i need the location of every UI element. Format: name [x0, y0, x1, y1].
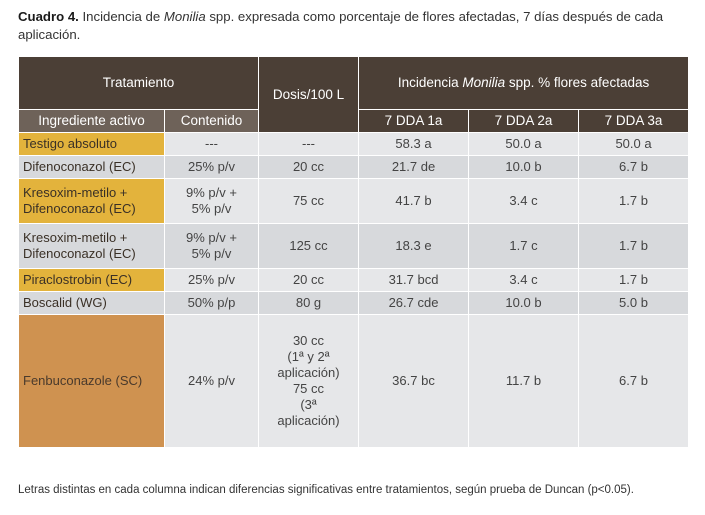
cell-dda1: 26.7 cde: [358, 291, 469, 315]
cell-contenido: 9% p/v +5% p/v: [164, 178, 259, 224]
table-row: Difenoconazol (EC) 25% p/v 20 cc 21.7 de…: [18, 155, 690, 179]
cell-ingrediente: Boscalid (WG): [18, 291, 165, 315]
header-dda2: 7 DDA 2a: [468, 109, 579, 133]
header-incidencia-italic: Monilia: [462, 75, 506, 90]
header-ingrediente: Ingrediente activo: [18, 109, 165, 133]
cell-dosis: 20 cc: [258, 155, 359, 179]
cell-dda1: 58.3 a: [358, 132, 469, 156]
cell-dda1: 36.7 bc: [358, 314, 469, 448]
cell-contenido: 50% p/p: [164, 291, 259, 315]
cell-dda3: 5.0 b: [577, 291, 690, 315]
caption-label: Cuadro 4.: [18, 9, 79, 24]
cell-contenido-line1: 9% p/v +: [186, 230, 237, 245]
cell-dda1: 21.7 de: [358, 155, 469, 179]
cell-ingrediente: Fenbuconazole (SC): [18, 314, 165, 448]
header-incidencia: Incidencia Monilia spp. % flores afectad…: [357, 56, 690, 110]
cell-dda1: 18.3 e: [358, 223, 469, 269]
header-tratamiento: Tratamiento: [18, 56, 259, 110]
table-row: Testigo absoluto --- --- 58.3 a 50.0 a 5…: [18, 132, 690, 156]
cell-dosis-line: (3ª: [300, 397, 317, 412]
cell-dosis: 20 cc: [258, 268, 359, 292]
header-contenido: Contenido: [164, 109, 259, 133]
cell-dda3: 1.7 b: [577, 268, 690, 292]
cell-ingrediente: Kresoxim-metilo + Difenoconazol (EC): [18, 178, 165, 224]
table-row: Kresoxim-metilo + Difenoconazol (EC) 9% p…: [18, 178, 690, 224]
cell-dosis-line: aplicación): [277, 365, 340, 380]
cell-dda3: 1.7 b: [577, 178, 690, 224]
cell-dda1: 31.7 bcd: [358, 268, 469, 292]
cell-dda3: 1.7 b: [577, 223, 690, 269]
header-dosis: Dosis/100 L: [258, 56, 359, 133]
cell-dosis: 125 cc: [258, 223, 359, 269]
table-footnote: Letras distintas en cada columna indican…: [18, 484, 634, 496]
table-row: Boscalid (WG) 50% p/p 80 g 26.7 cde 10.0…: [18, 291, 690, 315]
cell-dda3: 50.0 a: [577, 132, 690, 156]
cell-contenido: 25% p/v: [164, 268, 259, 292]
cell-contenido: 25% p/v: [164, 155, 259, 179]
cell-contenido: 24% p/v: [164, 314, 259, 448]
header-dda3: 7 DDA 3a: [577, 109, 690, 133]
cell-contenido-line1: 9% p/v +: [186, 185, 237, 200]
cell-dosis-line: 75 cc: [292, 381, 325, 396]
table-caption: Cuadro 4. Incidencia de Monilia spp. exp…: [18, 8, 688, 44]
cell-ingrediente: Kresoxim-metilo + Difenoconazol (EC): [18, 223, 165, 269]
cell-dda2: 50.0 a: [468, 132, 579, 156]
cell-ingrediente-line1: Kresoxim-metilo +: [23, 230, 128, 245]
cell-contenido: 9% p/v +5% p/v: [164, 223, 259, 269]
cell-ingrediente-line2: Difenoconazol (EC): [23, 246, 136, 261]
table-row: Fenbuconazole (SC) 24% p/v 30 cc (1ª y 2…: [18, 314, 690, 448]
cell-contenido-line2: 5% p/v: [191, 201, 232, 216]
cell-dda2: 3.4 c: [468, 178, 579, 224]
cell-dosis-line: aplicación): [277, 413, 340, 428]
caption-text-before: Incidencia de: [78, 9, 164, 24]
cell-dda2: 1.7 c: [468, 223, 579, 269]
cell-dosis: ---: [258, 132, 359, 156]
header-dosis-text: Dosis/100 L: [272, 86, 345, 102]
caption-text-after: spp. expresada como porcentaje de flores…: [18, 9, 664, 42]
header-dda1: 7 DDA 1a: [358, 109, 469, 133]
cell-dda2: 10.0 b: [468, 155, 579, 179]
cell-ingrediente-line1: Kresoxim-metilo +: [23, 185, 128, 200]
cell-dosis: 75 cc: [258, 178, 359, 224]
cell-ingrediente: Piraclostrobin (EC): [18, 268, 165, 292]
cell-dosis: 80 g: [258, 291, 359, 315]
table-row: Kresoxim-metilo + Difenoconazol (EC) 9% p…: [18, 223, 690, 269]
cell-dda2: 3.4 c: [468, 268, 579, 292]
cell-contenido: ---: [164, 132, 259, 156]
cell-dosis-line: 30 cc: [292, 333, 325, 348]
table-row: Piraclostrobin (EC) 25% p/v 20 cc 31.7 b…: [18, 268, 690, 292]
caption-italic: Monilia: [163, 9, 206, 24]
cell-dda3: 6.7 b: [577, 314, 690, 448]
cell-ingrediente: Difenoconazol (EC): [18, 155, 165, 179]
incidence-table: Tratamiento Dosis/100 L Incidencia Monil…: [18, 56, 690, 448]
cell-dda2: 11.7 b: [468, 314, 579, 448]
cell-dosis: 30 cc (1ª y 2ª aplicación) 75 cc (3ª apl…: [258, 314, 359, 448]
cell-dda2: 10.0 b: [468, 291, 579, 315]
cell-ingrediente-line2: Difenoconazol (EC): [23, 201, 136, 216]
cell-contenido-line2: 5% p/v: [191, 246, 232, 261]
cell-dda1: 41.7 b: [358, 178, 469, 224]
header-incidencia-before: Incidencia: [397, 75, 463, 90]
header-incidencia-after: spp. % flores afectadas: [505, 75, 650, 90]
cell-dosis-line: (1ª y 2ª: [287, 349, 330, 364]
cell-ingrediente: Testigo absoluto: [18, 132, 165, 156]
cell-dda3: 6.7 b: [577, 155, 690, 179]
